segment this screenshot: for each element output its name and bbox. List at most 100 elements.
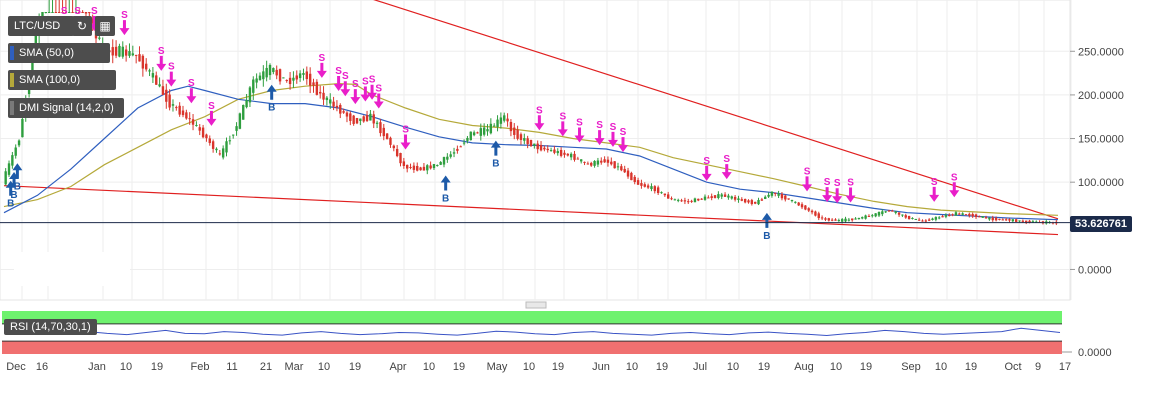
x-tick-label: 19 [656,361,668,373]
candle-body [329,99,332,104]
sell-signal-label: S [596,120,603,131]
calendar-button[interactable]: ▦ [95,16,115,36]
buy-signal-arrow [490,140,501,156]
sell-signal-label: S [620,127,627,138]
x-tick-label: 10 [935,361,947,373]
candle-body [663,193,667,196]
rsi-legend[interactable]: RSI (14,70,30,1) [4,319,97,335]
x-tick-label: Feb [191,361,210,373]
candle-body [369,113,372,121]
candle-body [258,75,262,81]
candle-body [178,105,181,115]
candle-body [432,164,436,169]
candle-body [610,161,613,165]
sell-signal-label: S [834,178,841,189]
sma100-label: SMA (100,0) [19,74,81,86]
candle-body [1014,219,1018,222]
candle-body [824,218,827,220]
candle-body [128,51,131,56]
candle-body [616,166,620,168]
sell-signal-label: S [188,78,195,89]
candle-body [489,123,493,134]
candle-body [84,12,88,14]
candle-body [931,218,934,220]
rsi-layer: 0.0000 [2,301,1112,359]
rsi-label: RSI (14,70,30,1) [10,321,91,333]
candle-body [492,125,496,127]
candle-body [161,86,165,95]
candle-body [978,216,981,218]
candle-body [951,214,954,216]
candle-body [840,219,844,222]
candle-body [556,151,559,154]
x-tick-label: 17 [1059,361,1071,373]
candle-body [345,112,349,117]
sell-signal-arrow [845,187,856,203]
candle-body [446,156,449,160]
candle-body [606,159,610,163]
candle-body [31,58,34,72]
x-tick-label: Mar [285,361,304,373]
x-tick-label: Jan [88,361,106,373]
candle-body [141,55,145,69]
candle-body [302,73,305,75]
calendar-icon: ▦ [99,19,111,33]
candle-body [670,198,673,200]
candle-body [800,204,804,208]
candle-body [459,146,462,148]
candle-body [764,196,767,200]
candle-body [275,69,278,76]
sell-signal-arrow [316,62,327,78]
sell-signal-label: S [824,177,831,188]
candle-body [921,220,924,222]
candle-body [897,212,901,215]
candle-body [660,192,663,194]
buy-signal-arrow [266,84,277,100]
candle-body [402,161,406,166]
buy-signal-label: B [442,193,449,204]
candle-body [315,81,319,95]
candle-body [395,148,399,157]
sell-signal-arrow [186,88,197,104]
candle-body [268,64,272,76]
candle-body [938,217,941,219]
candle-body [118,45,121,57]
candle-body [770,191,774,196]
sell-signal-arrow [119,20,130,36]
candle-body [613,161,616,169]
candle-body [573,153,576,160]
candle-body [807,208,810,211]
x-tick-label: 10 [830,361,842,373]
dmi-legend[interactable]: DMI Signal (14,2,0) [8,98,124,118]
candle-body [901,214,904,216]
candle-body [894,211,897,213]
candle-body [168,94,171,108]
sell-signal-arrow [822,187,833,203]
x-tick-label: May [487,361,508,373]
sma100-legend[interactable]: SMA (100,0) [8,70,116,90]
candle-body [911,217,914,219]
candle-body [579,159,583,162]
candle-body [469,131,472,141]
candle-body [968,213,971,216]
candle-body [91,18,94,23]
symbol-legend[interactable]: LTC/USD [8,16,74,36]
candle-body [308,73,312,86]
candle-body [563,152,566,155]
candle-body [757,199,760,205]
sell-signal-arrow [206,110,217,126]
sell-signal-label: S [335,66,342,77]
x-tick-label: 10 [626,361,638,373]
candle-body [533,143,536,146]
candle-body [365,115,369,121]
candle-body [837,220,841,222]
candle-body [994,217,998,221]
buy-signal-arrow [440,175,451,191]
refresh-button[interactable]: ↻ [72,16,92,36]
sma50-legend[interactable]: SMA (50,0) [8,43,110,63]
x-tick-label: 10 [523,361,535,373]
candle-body [733,196,737,200]
candle-body [255,78,258,83]
